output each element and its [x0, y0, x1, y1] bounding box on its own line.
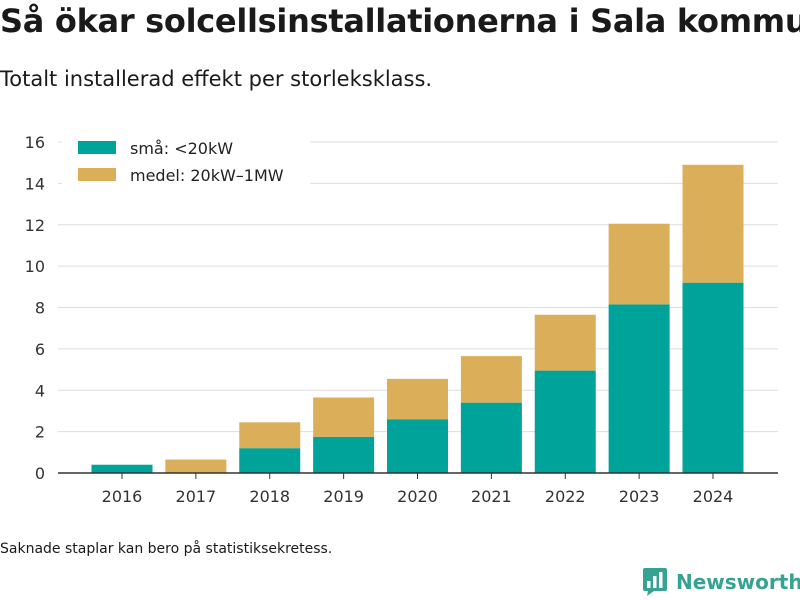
x-tick-label: 2018	[249, 487, 290, 506]
y-tick-label: 4	[35, 381, 45, 400]
chart-subtitle: Totalt installerad effekt per storlekskl…	[0, 67, 433, 91]
y-tick-label: 16	[25, 133, 45, 152]
bar-medel-2019	[313, 397, 375, 437]
x-tick-label: 2021	[471, 487, 512, 506]
bar-medel-2021	[460, 356, 522, 403]
brand-name: Newsworthy	[676, 570, 800, 594]
legend-label-sma: små: <20kW	[130, 139, 233, 158]
x-tick-label: 2017	[176, 487, 217, 506]
bar-medel-2024	[682, 164, 744, 283]
y-tick-label: 12	[25, 216, 45, 235]
bar-medel-2020	[387, 378, 448, 420]
chart-bubble-icon	[643, 568, 667, 596]
bar-sma-2021	[460, 402, 522, 473]
x-tick-label: 2023	[619, 487, 660, 506]
y-tick-label: 14	[25, 174, 45, 193]
bar-sma-2024	[682, 282, 744, 473]
x-tick-label: 2020	[397, 487, 438, 506]
bar-sma-2023	[608, 304, 670, 473]
x-axis: 2016 2017 2018 2019 2020 2021 2022 2023 2024	[102, 473, 734, 506]
bar-medel-2022	[534, 314, 596, 371]
legend-swatch-sma	[78, 141, 116, 154]
footnote: Saknade staplar kan bero på statistiksek…	[0, 541, 333, 557]
y-tick-label: 0	[35, 464, 45, 483]
y-tick-label: 6	[35, 340, 45, 359]
bar-medel-2018	[239, 422, 301, 449]
bar-sma-2022	[534, 370, 596, 473]
y-tick-label: 10	[25, 257, 45, 276]
bar-sma-2018	[239, 448, 301, 473]
newsworthy-logo: Newsworthy	[643, 568, 800, 596]
x-tick-label: 2019	[323, 487, 364, 506]
chart-title: Så ökar solcellsinstallationerna i Sala …	[0, 2, 800, 40]
bar-sma-2019	[313, 436, 375, 473]
x-tick-label: 2024	[693, 487, 734, 506]
legend-swatch-medel	[78, 168, 116, 181]
bar-sma-2020	[387, 419, 448, 473]
x-tick-label: 2016	[102, 487, 143, 506]
y-tick-label: 8	[35, 299, 45, 318]
bar-medel-2017	[165, 459, 227, 473]
x-tick-label: 2022	[545, 487, 586, 506]
bar-medel-2023	[608, 223, 670, 305]
y-tick-label: 2	[35, 423, 45, 442]
y-axis: 0 2 4 6 8 10 12 14 16	[25, 133, 45, 483]
legend-label-medel: medel: 20kW–1MW	[130, 166, 284, 185]
bar-sma-2016	[91, 464, 153, 473]
legend: små: <20kW medel: 20kW–1MW	[62, 131, 310, 189]
bars	[91, 164, 744, 473]
